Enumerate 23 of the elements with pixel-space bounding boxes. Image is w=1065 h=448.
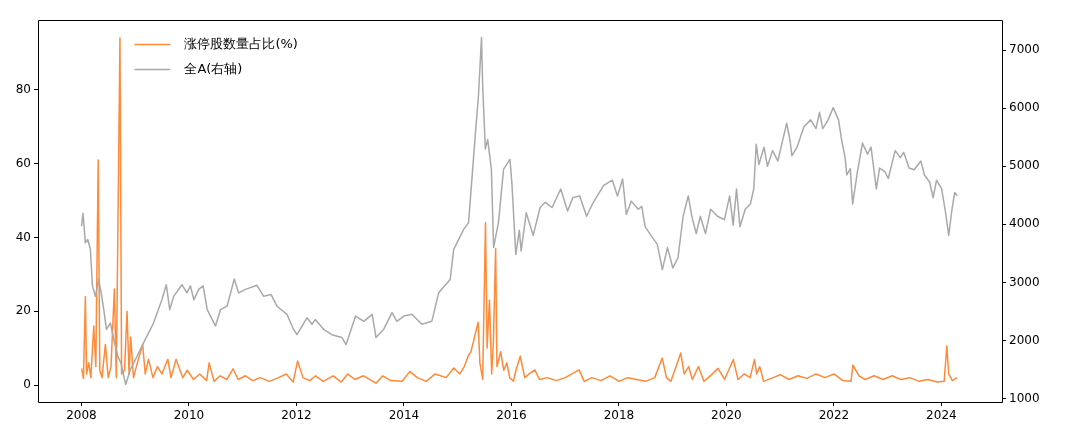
y2-tick-label: 4000 bbox=[1009, 216, 1040, 231]
y-tick-label: 60 bbox=[15, 155, 31, 170]
x-tick-label: 2018 bbox=[603, 408, 635, 423]
y-tick-label: 40 bbox=[15, 229, 31, 244]
y2-tick-label: 7000 bbox=[1009, 42, 1040, 57]
x-tick-label: 2012 bbox=[281, 408, 312, 423]
x-tick-label: 2014 bbox=[388, 408, 420, 423]
x-tick-label: 2010 bbox=[173, 408, 205, 423]
legend-label: 涨停股数量占比(%) bbox=[184, 35, 298, 51]
y-tick-label: 20 bbox=[15, 303, 31, 318]
y2-tick-label: 5000 bbox=[1009, 158, 1040, 173]
legend-label: 全A(右轴) bbox=[184, 60, 243, 76]
x-tick-label: 2024 bbox=[926, 408, 957, 423]
y2-tick-label: 3000 bbox=[1009, 274, 1040, 289]
x-tick-label: 2020 bbox=[711, 408, 742, 423]
y2-tick-label: 1000 bbox=[1009, 390, 1040, 405]
y-tick-label: 0 bbox=[23, 377, 31, 392]
x-tick-label: 2008 bbox=[66, 408, 97, 423]
y2-tick-label: 2000 bbox=[1009, 332, 1040, 347]
x-tick-label: 2016 bbox=[496, 408, 527, 423]
x-tick-label: 2022 bbox=[818, 408, 850, 423]
y2-tick-label: 6000 bbox=[1009, 100, 1040, 115]
y-tick-label: 80 bbox=[15, 81, 31, 96]
